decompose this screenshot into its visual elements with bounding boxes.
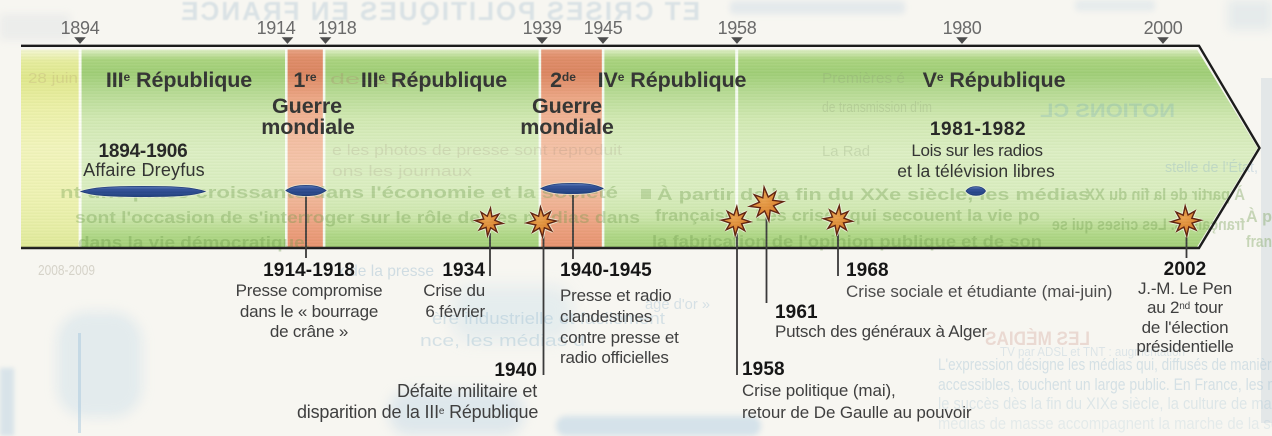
svg-text:nt une place croissante dans l: nt une place croissante dans l'économie … [60,183,618,202]
svg-text:À partir de la fin du XXe sièc: À partir de la fin du XXe siècle, les mé… [657,185,1090,204]
svg-text:de transmission d'im: de transmission d'im [822,99,932,116]
svg-text:ère industrielle et facilement: ère industrielle et facilement [432,309,665,328]
svg-text:de la pla: de la pla [330,71,433,88]
svg-text:La Rad: La Rad [822,143,870,160]
svg-text:28 juin: 28 juin [28,70,78,87]
svg-text:accessibles, touchent un large: accessibles, touchent un large public. E… [938,375,1272,394]
svg-text:le succès dès la fin du XIXe s: le succès dès la fin du XIXe siècle, la … [938,394,1272,413]
svg-text:Premières é: Premières é [822,70,905,87]
svg-text:la fabrication de l'opinion pu: la fabrication de l'opinion publique et … [652,232,1042,251]
svg-text:fran: fran [1246,232,1272,251]
svg-text:médias de masse accompagnent l: médias de masse accompagnent la marche d… [938,414,1272,433]
svg-text:sont l'occasion de s'interroge: sont l'occasion de s'interroger sur le r… [75,208,640,227]
svg-text:x de la presse: x de la presse [337,263,434,280]
svg-text:ons les journaux: ons les journaux [332,163,473,180]
svg-text:TV par ADSL et TNT : augmentat: TV par ADSL et TNT : augmentation [1000,344,1185,359]
svg-text:À partir de la fin du XX: À partir de la fin du XX [1084,185,1245,204]
svg-text:LES MÉDIAS: LES MÉDIAS [985,328,1090,350]
svg-text:2008-2009: 2008-2009 [38,262,95,279]
svg-text:e les photos de presse sont re: e les photos de presse sont reproduit [332,142,623,159]
svg-text:stelle de l'État,: stelle de l'État, [1165,159,1258,176]
svg-text:L'expression désigne les média: L'expression désigne les médias qui, dif… [938,355,1272,374]
svg-text:âge d'or »: âge d'or » [645,296,710,313]
svg-text:NOTIONS CL: NOTIONS CL [1040,101,1175,122]
svg-text:À p: À p [1246,207,1272,226]
